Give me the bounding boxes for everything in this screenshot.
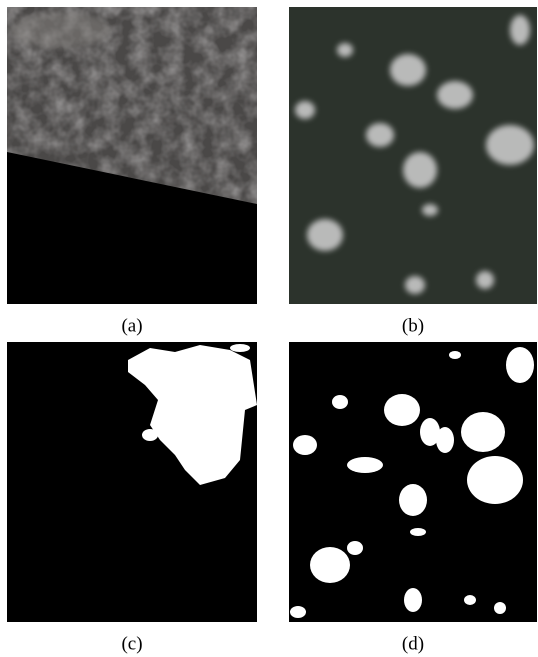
caption: (c) bbox=[121, 633, 142, 654]
image-b bbox=[289, 7, 537, 304]
caption: (b) bbox=[402, 315, 424, 336]
mask-c bbox=[7, 342, 257, 622]
image-a bbox=[7, 7, 257, 304]
caption: (a) bbox=[121, 315, 142, 336]
caption: (d) bbox=[402, 633, 424, 654]
figure: (a) (b) (c) (d) bbox=[0, 0, 538, 657]
page: (a) (b) (c) (d) (() => { const data = JS… bbox=[0, 0, 538, 657]
mask-d bbox=[289, 342, 537, 622]
